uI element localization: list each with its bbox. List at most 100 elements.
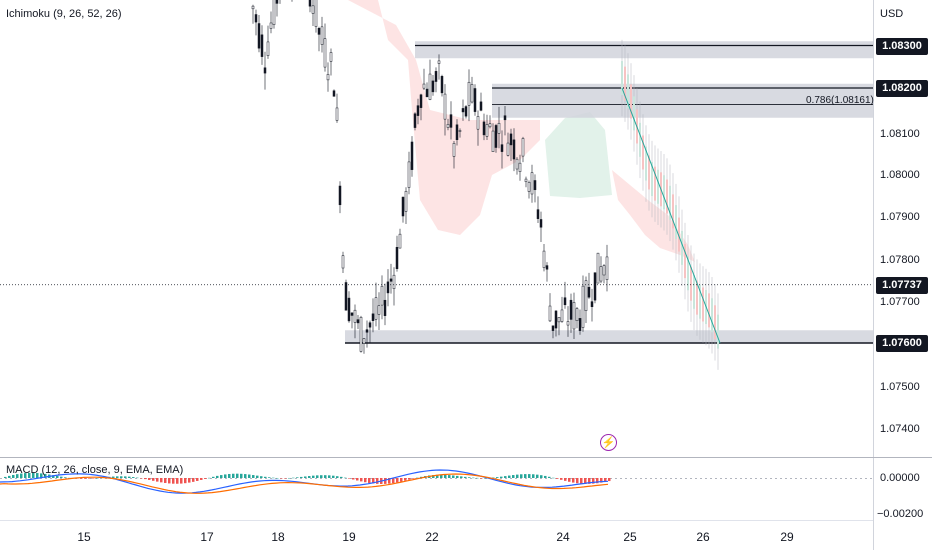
- macd-histogram-bar: [64, 477, 67, 478]
- candle-body: [587, 286, 591, 298]
- macd-tick: 0.00000: [880, 472, 920, 484]
- candle-body: [581, 285, 585, 328]
- ichimoku-legend[interactable]: Ichimoku (9, 26, 52, 26): [6, 8, 122, 20]
- macd-histogram-bar: [372, 478, 375, 484]
- candle-body: [455, 124, 459, 140]
- macd-histogram-bar: [600, 478, 603, 483]
- macd-histogram-bar: [84, 478, 87, 479]
- projected-body: [681, 230, 683, 265]
- macd-histogram-bar: [356, 478, 359, 481]
- macd-histogram-bar: [116, 476, 119, 478]
- candle-body: [539, 219, 543, 228]
- macd-histogram-bar: [284, 478, 287, 479]
- projected-body: [666, 179, 668, 214]
- macd-histogram-bar: [164, 478, 167, 483]
- candle-body: [341, 255, 345, 269]
- price-tick: 1.07900: [880, 211, 920, 223]
- macd-histogram-bar: [40, 473, 43, 478]
- projected-body: [633, 96, 635, 131]
- macd-histogram-bar: [240, 473, 243, 478]
- macd-histogram-bar: [96, 477, 99, 479]
- cloud-bearish-future: [612, 170, 695, 262]
- macd-histogram-bar: [340, 476, 343, 478]
- candle-body: [320, 26, 324, 45]
- candle-body: [575, 308, 579, 321]
- fib-level-label: 0.786(1.08161): [806, 95, 874, 106]
- macd-histogram-bar: [504, 476, 507, 478]
- candle-body: [584, 280, 588, 311]
- candle-body: [347, 297, 351, 322]
- macd-histogram-bar: [228, 473, 231, 478]
- candle-body: [251, 5, 255, 10]
- candle-body: [569, 299, 573, 320]
- macd-histogram-bar: [208, 477, 211, 479]
- candle-body: [545, 265, 549, 270]
- macd-histogram-bar: [512, 475, 515, 478]
- macd-histogram-bar: [184, 478, 187, 484]
- macd-histogram-bar: [196, 478, 199, 481]
- macd-histogram-bar: [460, 476, 463, 478]
- candle-body: [266, 41, 270, 56]
- macd-histogram-bar: [168, 478, 171, 484]
- macd-histogram-bar: [32, 472, 35, 478]
- candle-body: [308, 0, 312, 7]
- macd-histogram-bar: [404, 478, 407, 481]
- candle-body: [257, 23, 261, 49]
- macd-histogram-bar: [124, 476, 127, 478]
- candle-body: [416, 105, 420, 116]
- candle-body: [533, 180, 537, 191]
- candle-body: [329, 52, 333, 62]
- macd-histogram-bar: [448, 475, 451, 478]
- macd-histogram-bar: [68, 477, 71, 479]
- macd-histogram-bar: [392, 478, 395, 484]
- macd-histogram-bar: [92, 478, 95, 479]
- date-tick: 15: [77, 530, 91, 544]
- candle-body: [590, 301, 594, 308]
- price-tick: 1.07500: [880, 381, 920, 393]
- macd-histogram-bar: [320, 475, 323, 478]
- macd-histogram-bar: [180, 478, 183, 484]
- macd-histogram-bar: [440, 474, 443, 478]
- macd-histogram-bar: [300, 476, 303, 478]
- macd-histogram-bar: [536, 474, 539, 478]
- candle-body: [317, 28, 321, 35]
- macd-histogram-bar: [464, 476, 467, 478]
- candle-body: [572, 302, 576, 330]
- projected-body: [675, 205, 677, 240]
- projected-body: [684, 244, 686, 279]
- macd-histogram-bar: [28, 472, 31, 478]
- macd-legend[interactable]: MACD (12, 26, close, 9, EMA, EMA): [6, 464, 184, 476]
- macd-histogram-bar: [364, 478, 367, 483]
- candle-body: [332, 90, 336, 97]
- projected-body: [663, 175, 665, 210]
- macd-histogram-bar: [24, 473, 27, 478]
- candle-body: [395, 247, 399, 269]
- macd-histogram-bar: [552, 477, 555, 479]
- projected-body: [711, 298, 713, 333]
- macd-histogram-bar: [120, 476, 123, 478]
- candle-body: [560, 309, 564, 322]
- candle-body: [485, 124, 489, 137]
- macd-histogram-bar: [252, 475, 255, 478]
- macd-histogram-bar: [556, 478, 559, 479]
- date-tick: 19: [342, 530, 356, 544]
- macd-histogram-bar: [112, 476, 115, 478]
- candle-body: [500, 144, 504, 152]
- macd-histogram-bar: [500, 476, 503, 478]
- macd-histogram-bar: [304, 476, 307, 478]
- macd-histogram-bar: [608, 478, 611, 482]
- macd-histogram-bar: [140, 478, 143, 479]
- projected-body: [702, 287, 704, 322]
- macd-histogram-bar: [384, 478, 387, 484]
- currency-label: USD: [880, 8, 904, 20]
- price-tick: 1.07700: [880, 296, 920, 308]
- signal-line: [0, 473, 609, 494]
- macd-tick: −0.00200: [877, 508, 924, 520]
- macd-histogram-bar: [160, 478, 163, 483]
- candle-body: [521, 138, 525, 157]
- macd-histogram-bar: [388, 478, 391, 484]
- lightning-icon[interactable]: ⚡: [600, 434, 617, 451]
